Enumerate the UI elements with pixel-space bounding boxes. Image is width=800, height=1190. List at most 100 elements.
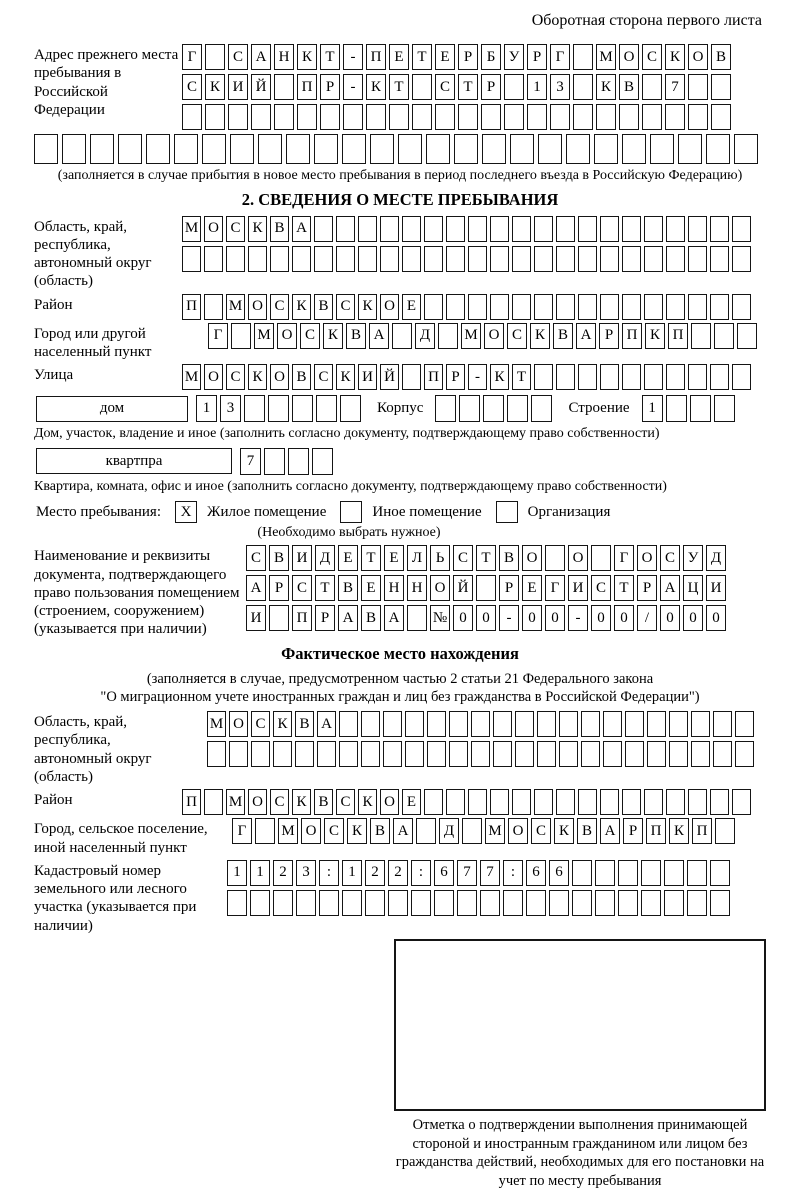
char-cell[interactable] xyxy=(227,889,247,916)
char-cell[interactable]: 1 xyxy=(641,395,663,423)
char-cell[interactable]: 3 xyxy=(220,395,241,423)
char-cell[interactable]: К xyxy=(336,364,355,391)
char-cell[interactable]: М xyxy=(226,293,245,320)
char-cell[interactable]: 0 xyxy=(591,605,611,632)
char-cell[interactable]: Б xyxy=(481,44,501,70)
char-cell[interactable] xyxy=(205,104,225,130)
char-cell[interactable] xyxy=(512,215,531,242)
char-cell[interactable] xyxy=(490,293,509,320)
char-cell[interactable]: С xyxy=(660,545,680,572)
char-cell[interactable] xyxy=(688,74,708,100)
char-cell[interactable]: № xyxy=(430,605,450,632)
char-cell[interactable] xyxy=(732,789,751,816)
char-cell[interactable]: Т xyxy=(512,364,531,391)
char-cell[interactable] xyxy=(534,245,553,272)
char-cell[interactable] xyxy=(504,104,524,130)
char-cell[interactable]: С xyxy=(251,711,270,738)
char-cell[interactable] xyxy=(512,245,531,272)
char-cell[interactable]: Й xyxy=(453,575,473,602)
char-cell[interactable]: Ц xyxy=(683,575,703,602)
char-cell[interactable] xyxy=(405,741,424,768)
char-cell[interactable] xyxy=(515,741,534,768)
char-cell[interactable] xyxy=(446,215,465,242)
char-cell[interactable] xyxy=(600,364,619,391)
char-cell[interactable]: 1 xyxy=(527,74,547,100)
char-cell[interactable] xyxy=(545,545,565,572)
char-cell[interactable] xyxy=(504,74,524,100)
char-cell[interactable]: И xyxy=(292,545,312,572)
char-cell[interactable]: Р xyxy=(269,575,289,602)
char-cell[interactable]: К xyxy=(596,74,616,100)
char-cell[interactable] xyxy=(412,104,432,130)
char-cell[interactable] xyxy=(713,395,735,423)
char-cell[interactable] xyxy=(581,741,600,768)
char-cell[interactable] xyxy=(361,741,380,768)
char-cell[interactable]: И xyxy=(246,605,266,632)
char-cell[interactable] xyxy=(559,741,578,768)
char-cell[interactable] xyxy=(480,889,500,916)
char-cell[interactable] xyxy=(666,245,685,272)
char-cell[interactable] xyxy=(664,859,684,886)
char-cell[interactable]: С xyxy=(300,322,320,349)
char-cell[interactable] xyxy=(361,711,380,738)
char-cell[interactable]: В xyxy=(292,364,311,391)
char-cell[interactable]: В xyxy=(295,711,314,738)
char-cell[interactable] xyxy=(314,215,333,242)
char-cell[interactable] xyxy=(711,74,731,100)
char-cell[interactable] xyxy=(380,245,399,272)
char-cell[interactable] xyxy=(402,364,421,391)
char-cell[interactable] xyxy=(226,245,245,272)
char-cell[interactable] xyxy=(182,245,201,272)
char-cell[interactable]: 1 xyxy=(342,859,362,886)
char-cell[interactable]: О xyxy=(301,818,321,845)
char-cell[interactable] xyxy=(642,104,662,130)
char-cell[interactable] xyxy=(669,711,688,738)
char-cell[interactable] xyxy=(600,215,619,242)
char-cell[interactable]: 6 xyxy=(434,859,454,886)
char-cell[interactable]: К xyxy=(347,818,367,845)
char-cell[interactable]: 1 xyxy=(227,859,247,886)
char-cell[interactable]: 1 xyxy=(196,395,217,423)
char-cell[interactable] xyxy=(566,134,590,164)
char-cell[interactable] xyxy=(411,889,431,916)
char-cell[interactable] xyxy=(650,134,674,164)
char-cell[interactable] xyxy=(230,134,254,164)
char-cell[interactable]: А xyxy=(600,818,620,845)
char-cell[interactable] xyxy=(688,789,707,816)
char-cell[interactable]: К xyxy=(554,818,574,845)
char-cell[interactable] xyxy=(603,741,622,768)
char-cell[interactable] xyxy=(527,104,547,130)
char-cell[interactable]: К xyxy=(248,364,267,391)
char-cell[interactable] xyxy=(556,215,575,242)
char-cell[interactable]: И xyxy=(228,74,248,100)
char-cell[interactable]: М xyxy=(278,818,298,845)
char-cell[interactable] xyxy=(537,741,556,768)
char-cell[interactable] xyxy=(339,711,358,738)
char-cell[interactable] xyxy=(647,741,666,768)
char-cell[interactable] xyxy=(231,322,251,349)
char-cell[interactable]: С xyxy=(314,364,333,391)
char-cell[interactable]: Р xyxy=(446,364,465,391)
char-cell[interactable] xyxy=(641,859,661,886)
char-cell[interactable]: С xyxy=(507,322,527,349)
char-cell[interactable] xyxy=(207,741,226,768)
char-cell[interactable] xyxy=(317,741,336,768)
char-cell[interactable]: А xyxy=(369,322,389,349)
char-cell[interactable] xyxy=(490,789,509,816)
char-cell[interactable]: 3 xyxy=(550,74,570,100)
char-cell[interactable] xyxy=(292,395,313,423)
char-cell[interactable]: Т xyxy=(320,44,340,70)
char-cell[interactable]: Р xyxy=(527,44,547,70)
char-cell[interactable]: Т xyxy=(614,575,634,602)
char-cell[interactable]: П xyxy=(668,322,688,349)
char-cell[interactable] xyxy=(512,789,531,816)
char-cell[interactable] xyxy=(458,104,478,130)
char-cell[interactable]: О xyxy=(637,545,657,572)
char-cell[interactable] xyxy=(595,889,615,916)
char-cell[interactable]: - xyxy=(499,605,519,632)
char-cell[interactable] xyxy=(581,711,600,738)
char-cell[interactable] xyxy=(434,889,454,916)
char-cell[interactable] xyxy=(710,364,729,391)
char-cell[interactable]: О xyxy=(248,789,267,816)
char-cell[interactable] xyxy=(578,364,597,391)
